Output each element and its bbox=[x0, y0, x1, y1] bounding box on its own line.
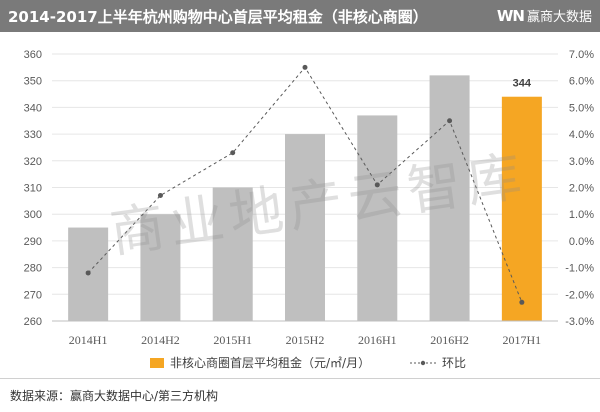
x-tick-label: 2014H2 bbox=[141, 333, 180, 347]
y-right-tick-label: 1.0% bbox=[569, 209, 594, 221]
bar bbox=[501, 96, 542, 321]
y-left-tick-label: 260 bbox=[24, 316, 42, 328]
bar bbox=[429, 75, 470, 321]
y-left-tick-label: 360 bbox=[24, 49, 42, 61]
y-left-tick-label: 280 bbox=[24, 263, 42, 275]
y-left-tick-label: 290 bbox=[24, 236, 42, 248]
line-series bbox=[85, 64, 525, 305]
y-right-tick-label: 7.0% bbox=[569, 49, 594, 61]
y-left-tick-label: 320 bbox=[24, 156, 42, 168]
brand-name: 赢商大数据 bbox=[526, 10, 592, 25]
legend-marker-line bbox=[420, 360, 426, 366]
x-tick-label: 2016H2 bbox=[430, 333, 469, 347]
line-point bbox=[374, 182, 380, 188]
legend-label-bar: 非核心商圈首层平均租金（元/㎡/月） bbox=[170, 355, 370, 370]
line-point bbox=[302, 64, 308, 70]
y-right-tick-label: -1.0% bbox=[565, 263, 594, 275]
y-right-tick-label: 5.0% bbox=[569, 102, 594, 114]
y-right-tick-label: 0.0% bbox=[569, 236, 594, 248]
brand-logo: WN bbox=[496, 6, 525, 25]
y-right-tick-label: 3.0% bbox=[569, 156, 594, 168]
legend-label-line: 环比 bbox=[442, 356, 466, 370]
axes: 260 270 280 290 300 310 320 330 340 350 360 -3.0% -2… bbox=[24, 49, 595, 347]
y-right-tick-label: -3.0% bbox=[565, 316, 594, 328]
x-tick-label: 2014H1 bbox=[69, 333, 108, 347]
data-label: 344 bbox=[513, 78, 532, 90]
bar-series bbox=[68, 75, 542, 321]
line-point bbox=[157, 193, 163, 199]
source-text: 数据来源：赢商大数据中心/第三方机构 bbox=[10, 389, 219, 403]
bar bbox=[285, 134, 325, 321]
y-right-tick-label: 6.0% bbox=[569, 76, 594, 88]
y-left-tick-label: 310 bbox=[24, 183, 42, 195]
y-right-tick-label: 4.0% bbox=[569, 129, 594, 141]
bar bbox=[140, 214, 181, 321]
y-left-tick-label: 330 bbox=[24, 129, 42, 141]
chart-title: 2014-2017上半年杭州购物中心首层平均租金（非核心商圈） bbox=[8, 8, 428, 26]
y-right-tick-label: 2.0% bbox=[569, 183, 594, 195]
source-bar: 数据来源：赢商大数据中心/第三方机构 bbox=[0, 378, 600, 412]
legend: 非核心商圈首层平均租金（元/㎡/月） 环比 bbox=[150, 355, 466, 370]
line-point bbox=[447, 118, 453, 124]
x-tick-label: 2015H2 bbox=[286, 333, 325, 347]
x-tick-label: 2016H1 bbox=[358, 333, 397, 347]
chart: 344 260 270 280 290 300 310 320 330 340 350 360 -3.… bbox=[24, 49, 595, 370]
line-point bbox=[519, 299, 525, 305]
y-right-tick-label: -2.0% bbox=[565, 289, 594, 301]
y-left-tick-label: 270 bbox=[24, 289, 42, 301]
data-labels: 344 bbox=[513, 78, 532, 90]
line-point bbox=[85, 270, 91, 276]
x-tick-label: 2015H1 bbox=[213, 333, 252, 347]
legend-swatch-bar bbox=[150, 358, 164, 368]
brand: WN 赢商大数据 bbox=[496, 6, 592, 26]
x-tick-label: 2017H1 bbox=[503, 333, 542, 347]
y-left-tick-label: 340 bbox=[24, 102, 42, 114]
y-left-tick-label: 300 bbox=[24, 209, 42, 221]
line-point bbox=[230, 150, 236, 156]
y-left-tick-label: 350 bbox=[24, 76, 42, 88]
bar bbox=[357, 115, 398, 321]
bar bbox=[212, 187, 253, 321]
title-bar: 2014-2017上半年杭州购物中心首层平均租金（非核心商圈） WN 赢商大数据 bbox=[0, 0, 600, 32]
